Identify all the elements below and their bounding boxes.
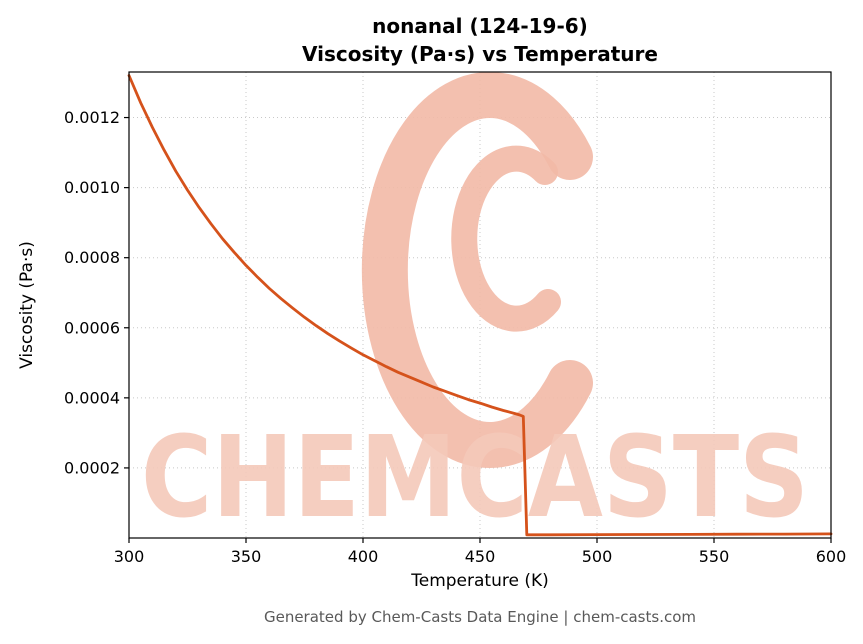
x-tick-label: 300 [114, 547, 145, 566]
x-tick-label: 450 [465, 547, 496, 566]
x-tick-label: 350 [231, 547, 262, 566]
x-tick-label: 600 [816, 547, 847, 566]
watermark-text: CHEMCASTS [141, 413, 809, 543]
chart-title-line2: Viscosity (Pa·s) vs Temperature [302, 42, 658, 66]
viscosity-line [127, 74, 833, 537]
watermark-logo-outer-arc [361, 72, 593, 468]
y-tick-label: 0.0010 [64, 178, 120, 197]
x-tick-label: 400 [348, 547, 379, 566]
y-tick-label: 0.0004 [64, 388, 120, 407]
footer-credit: Generated by Chem-Casts Data Engine | ch… [263, 608, 697, 626]
y-tick-label: 0.0006 [64, 318, 120, 337]
y-tick-label: 0.0002 [64, 458, 120, 477]
y-tick-label: 0.0012 [64, 108, 120, 127]
x-tick-label: 500 [582, 547, 613, 566]
x-tick-label: 550 [699, 547, 730, 566]
y-axis-label: Viscosity (Pa·s) [17, 241, 37, 369]
y-tick-label: 0.0008 [64, 248, 120, 267]
x-axis-label: Temperature (K) [411, 571, 549, 591]
chart-title: nonanal (124-19-6) Viscosity (Pa·s) vs T… [129, 12, 831, 68]
watermark-logo-inner-arc [451, 145, 561, 332]
chart-title-line1: nonanal (124-19-6) [372, 14, 588, 38]
